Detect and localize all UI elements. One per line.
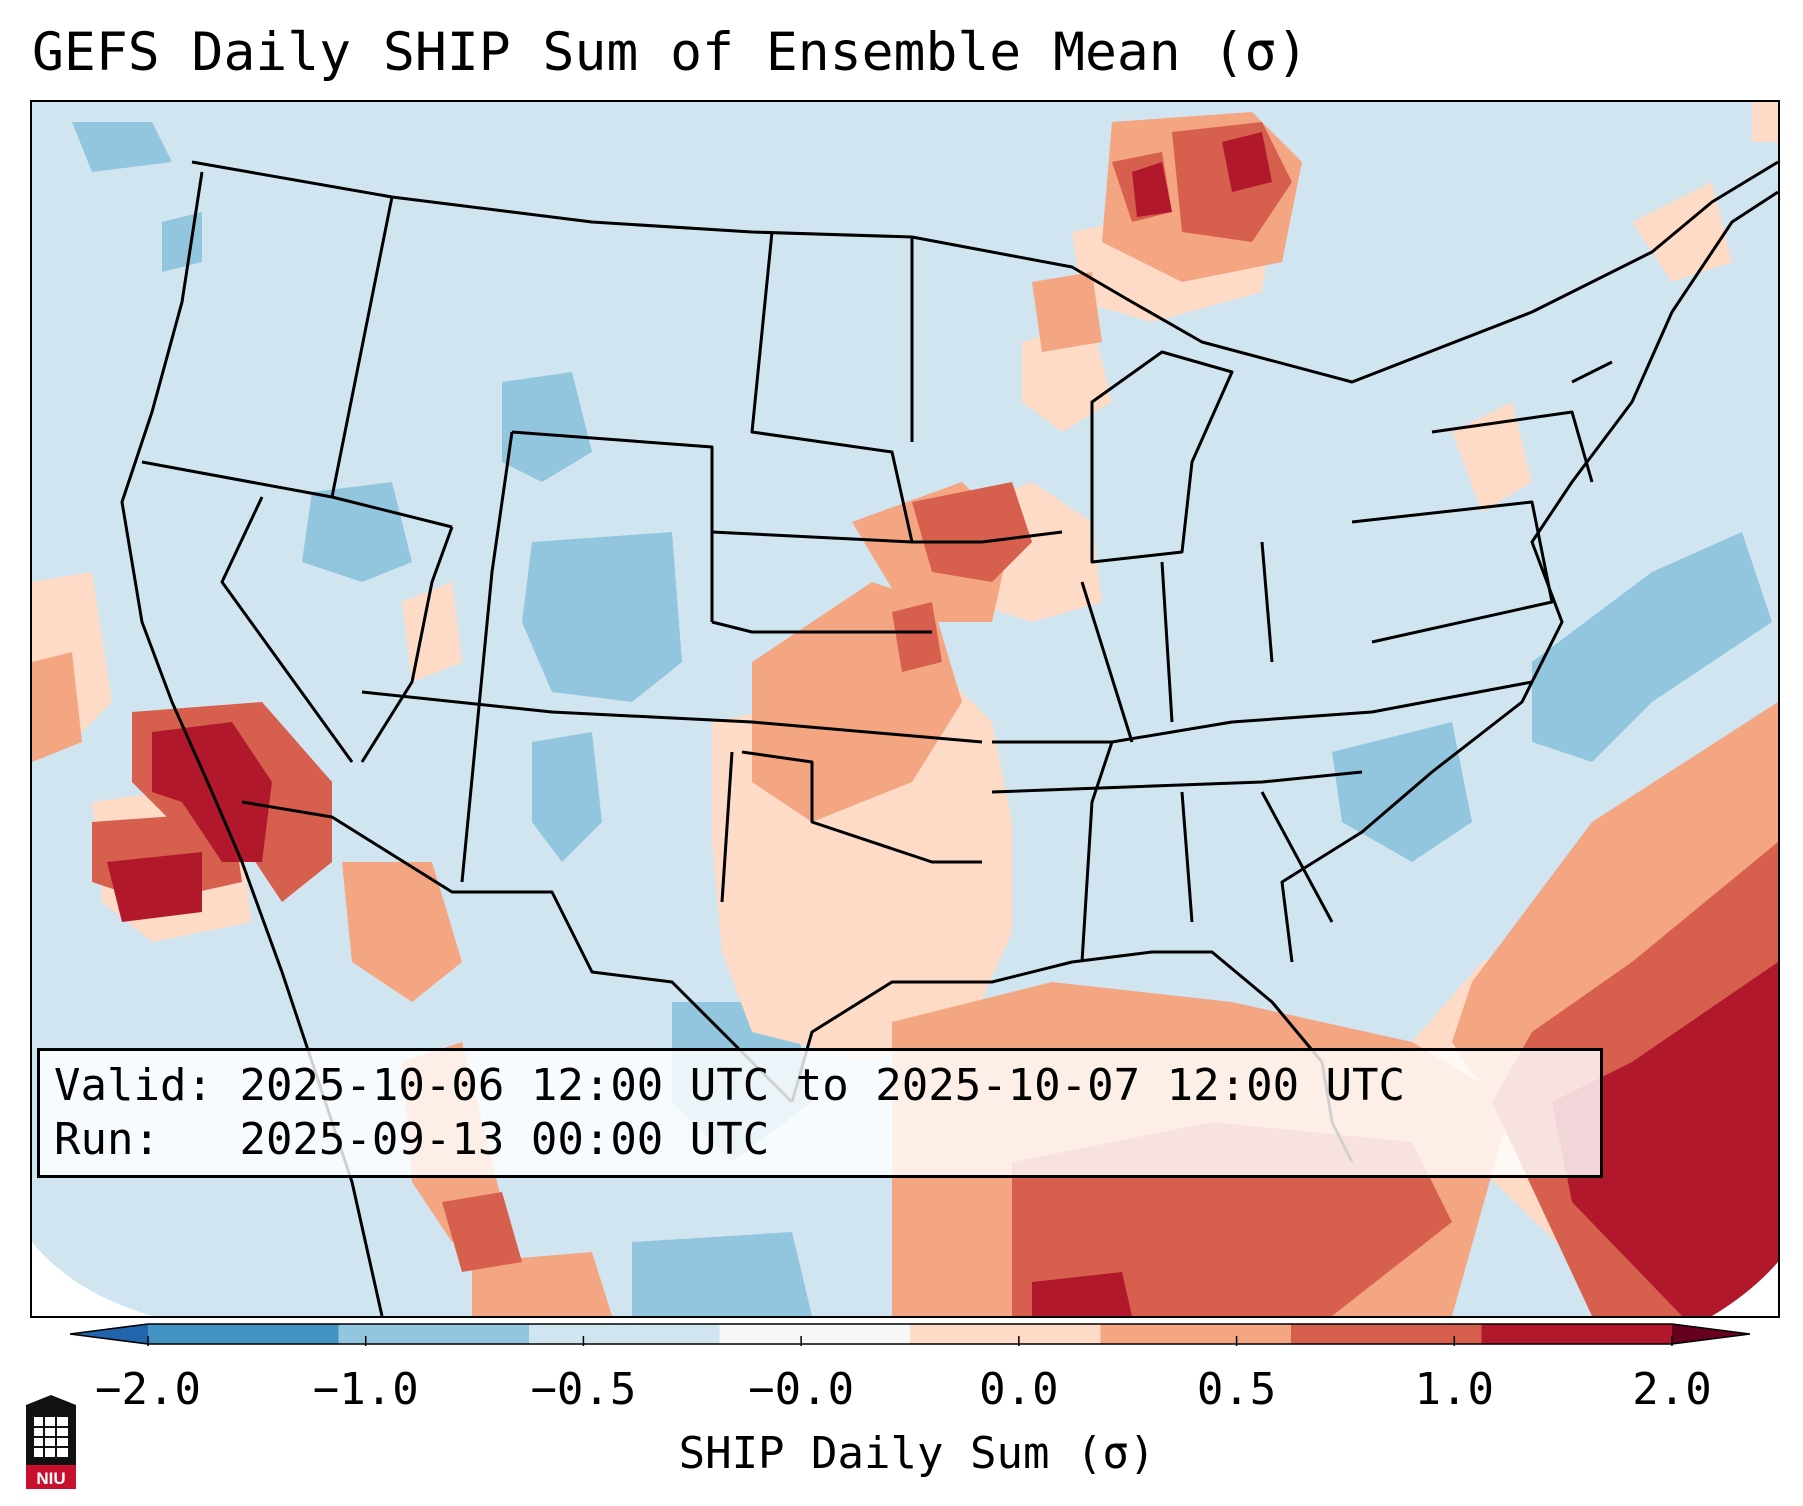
run-value: 2025-09-13 00:00 UTC <box>239 1114 770 1165</box>
colorbar-segment <box>1481 1324 1673 1344</box>
colorbar-segment <box>1291 1324 1482 1344</box>
colorbar-tick-label: −2.0 <box>95 1364 201 1415</box>
logo-text: NIU <box>36 1469 65 1488</box>
colorbar-tick-label: 0.0 <box>979 1364 1059 1415</box>
colorbar <box>70 1323 1750 1346</box>
colorbar-tick-label: −1.0 <box>312 1364 419 1415</box>
valid-label: Valid: <box>54 1060 213 1111</box>
map-title: GEFS Daily SHIP Sum of Ensemble Mean (σ) <box>32 22 1309 83</box>
run-label: Run: <box>54 1114 160 1165</box>
valid-value: 2025-10-06 12:00 UTC to 2025-10-07 12:00… <box>239 1060 1406 1111</box>
colorbar-xlabel: SHIP Daily Sum (σ) <box>678 1428 1156 1479</box>
valid-run-box: Valid: 2025-10-06 12:00 UTC to 2025-10-0… <box>37 1048 1603 1178</box>
colorbar-segment <box>1100 1324 1292 1344</box>
niu-logo: NIU <box>26 1395 76 1489</box>
colorbar-tick-label: 2.0 <box>1632 1364 1712 1415</box>
colorbar-tick-label: 0.5 <box>1196 1364 1277 1415</box>
colorbar-segment <box>148 1324 339 1344</box>
colorbar-tick-label: −0.5 <box>530 1364 637 1415</box>
colorbar-over-arrow <box>1672 1324 1750 1344</box>
colorbar-tick-label: −0.0 <box>748 1364 855 1415</box>
colorbar-segment <box>910 1324 1101 1344</box>
colorbar-tick-label: 1.0 <box>1414 1364 1495 1415</box>
colorbar-under-arrow <box>70 1324 148 1344</box>
colorbar-segment <box>529 1324 720 1344</box>
colorbar-segment <box>338 1324 530 1344</box>
very-strong-positive-patches <box>107 132 1778 1316</box>
colorbar-segment <box>719 1324 911 1344</box>
negative-anomaly-patches <box>72 122 1772 1316</box>
